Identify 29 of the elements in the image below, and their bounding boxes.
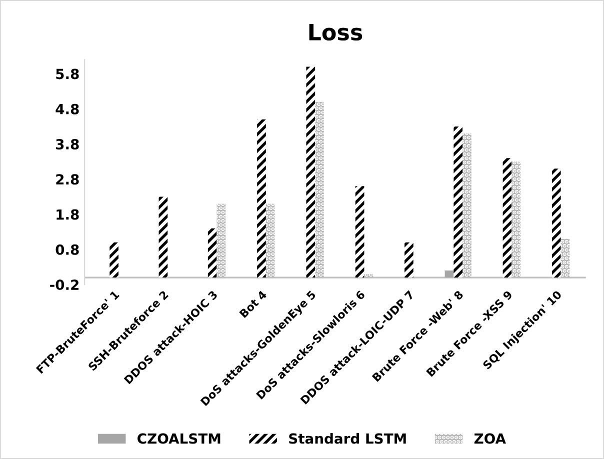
legend-label: ZOA bbox=[474, 433, 506, 444]
y-tick-label: 1.8 bbox=[56, 209, 79, 220]
bar bbox=[552, 168, 561, 278]
chart-title: Loss bbox=[309, 24, 362, 41]
bar bbox=[216, 204, 226, 278]
y-tick-label: 4.8 bbox=[56, 104, 79, 114]
bar bbox=[257, 119, 266, 278]
bar bbox=[158, 196, 168, 278]
y-tick-label: -0.2 bbox=[50, 280, 78, 290]
bar bbox=[444, 270, 454, 278]
bar bbox=[502, 158, 512, 278]
y-tick-label: 0.8 bbox=[56, 244, 79, 255]
legend-label: Standard LSTM bbox=[289, 433, 406, 444]
bar bbox=[315, 102, 324, 278]
bar bbox=[462, 133, 472, 278]
bar bbox=[266, 204, 275, 278]
bar bbox=[404, 242, 414, 278]
bar bbox=[208, 228, 217, 278]
legend-label: CZOALSTM bbox=[138, 433, 220, 444]
bar bbox=[512, 162, 521, 278]
bar bbox=[355, 186, 364, 278]
bar bbox=[560, 238, 570, 278]
bar bbox=[110, 242, 118, 278]
bar bbox=[364, 274, 374, 278]
y-tick-label: 2.8 bbox=[56, 174, 79, 185]
y-tick-label: 5.8 bbox=[56, 68, 79, 80]
bar bbox=[306, 66, 316, 278]
y-tick-label: 3.8 bbox=[56, 138, 79, 150]
bar bbox=[454, 126, 463, 278]
